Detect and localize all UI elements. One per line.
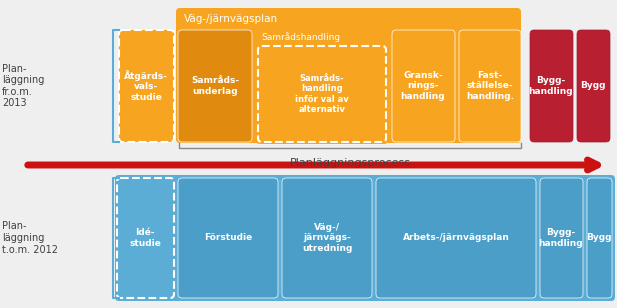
FancyBboxPatch shape	[178, 178, 278, 298]
Text: Förstudie: Förstudie	[204, 233, 252, 242]
FancyBboxPatch shape	[119, 30, 174, 142]
Text: Plan-
läggning
fr.o.m.
2013: Plan- läggning fr.o.m. 2013	[2, 63, 44, 108]
Text: Samråds-
handling
inför val av
alternativ: Samråds- handling inför val av alternati…	[295, 74, 349, 114]
Text: Åtgärds-
vals-
studie: Åtgärds- vals- studie	[124, 70, 168, 102]
Text: Plan-
läggning
t.o.m. 2012: Plan- läggning t.o.m. 2012	[2, 221, 58, 255]
Text: Fast-
ställelse-
handling.: Fast- ställelse- handling.	[466, 71, 514, 101]
Text: Samråds-
underlag: Samråds- underlag	[191, 76, 239, 96]
FancyBboxPatch shape	[392, 30, 455, 142]
Text: Bygg: Bygg	[580, 82, 606, 91]
FancyBboxPatch shape	[282, 178, 372, 298]
Text: Planläggningsprocess: Planläggningsprocess	[289, 158, 410, 168]
FancyBboxPatch shape	[178, 30, 252, 142]
FancyBboxPatch shape	[540, 178, 583, 298]
FancyBboxPatch shape	[176, 8, 521, 143]
Text: Samrådshandling: Samrådshandling	[261, 32, 340, 42]
Text: Arbets-/järnvägsplan: Arbets-/järnvägsplan	[402, 233, 510, 242]
FancyBboxPatch shape	[258, 46, 386, 142]
Text: Bygg-
handling: Bygg- handling	[529, 76, 573, 96]
Text: Väg-/järnvägsplan: Väg-/järnvägsplan	[184, 14, 278, 24]
FancyBboxPatch shape	[530, 30, 573, 142]
FancyBboxPatch shape	[459, 30, 521, 142]
FancyBboxPatch shape	[117, 178, 174, 298]
FancyBboxPatch shape	[376, 178, 536, 298]
FancyBboxPatch shape	[115, 175, 615, 301]
Text: Väg-/
järnvägs-
utredning: Väg-/ järnvägs- utredning	[302, 223, 352, 253]
Text: Bygg-
handling: Bygg- handling	[539, 228, 583, 248]
FancyBboxPatch shape	[587, 178, 612, 298]
Text: Bygg: Bygg	[586, 233, 611, 242]
FancyBboxPatch shape	[577, 30, 610, 142]
Text: Idé-
studie: Idé- studie	[129, 228, 161, 248]
FancyBboxPatch shape	[256, 28, 388, 144]
Text: Gransk-
nings-
handling: Gransk- nings- handling	[400, 71, 445, 101]
